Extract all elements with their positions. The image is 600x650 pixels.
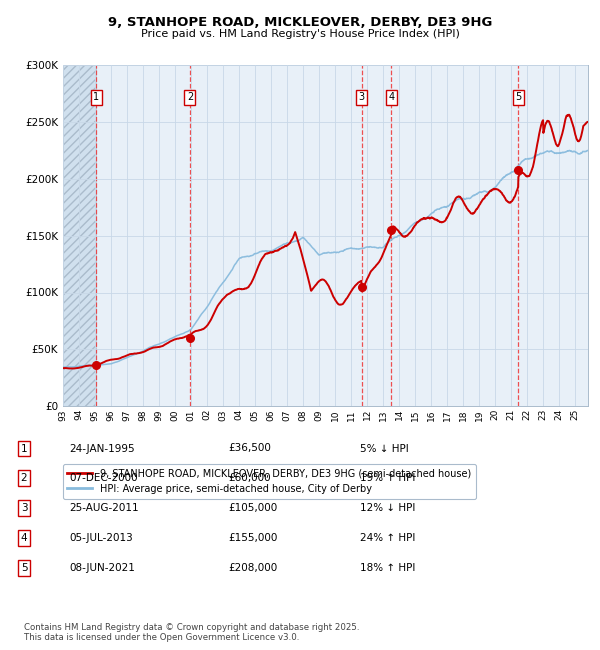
Text: 19% ↑ HPI: 19% ↑ HPI <box>360 473 415 484</box>
Text: Contains HM Land Registry data © Crown copyright and database right 2025.
This d: Contains HM Land Registry data © Crown c… <box>24 623 359 642</box>
Text: 4: 4 <box>20 533 28 543</box>
Text: 9, STANHOPE ROAD, MICKLEOVER, DERBY, DE3 9HG: 9, STANHOPE ROAD, MICKLEOVER, DERBY, DE3… <box>108 16 492 29</box>
Text: 1: 1 <box>20 443 28 454</box>
Text: 2: 2 <box>20 473 28 484</box>
Text: 24% ↑ HPI: 24% ↑ HPI <box>360 533 415 543</box>
Text: 3: 3 <box>358 92 365 103</box>
Text: £155,000: £155,000 <box>228 533 277 543</box>
Text: 25-AUG-2011: 25-AUG-2011 <box>69 503 139 514</box>
Text: 2: 2 <box>187 92 193 103</box>
Text: 05-JUL-2013: 05-JUL-2013 <box>69 533 133 543</box>
Text: 5: 5 <box>20 563 28 573</box>
Text: 5% ↓ HPI: 5% ↓ HPI <box>360 443 409 454</box>
Text: 24-JAN-1995: 24-JAN-1995 <box>69 443 134 454</box>
Text: £60,000: £60,000 <box>228 473 271 484</box>
Text: £105,000: £105,000 <box>228 503 277 514</box>
Legend: 9, STANHOPE ROAD, MICKLEOVER, DERBY, DE3 9HG (semi-detached house), HPI: Average: 9, STANHOPE ROAD, MICKLEOVER, DERBY, DE3… <box>62 464 476 499</box>
Text: 12% ↓ HPI: 12% ↓ HPI <box>360 503 415 514</box>
Bar <box>63 65 96 406</box>
Text: 1: 1 <box>93 92 99 103</box>
Text: 07-DEC-2000: 07-DEC-2000 <box>69 473 137 484</box>
Text: £36,500: £36,500 <box>228 443 271 454</box>
Text: 3: 3 <box>20 503 28 514</box>
Text: Price paid vs. HM Land Registry's House Price Index (HPI): Price paid vs. HM Land Registry's House … <box>140 29 460 39</box>
Text: 5: 5 <box>515 92 521 103</box>
Text: 4: 4 <box>388 92 394 103</box>
Text: 08-JUN-2021: 08-JUN-2021 <box>69 563 135 573</box>
Bar <box>96 65 591 406</box>
Text: £208,000: £208,000 <box>228 563 277 573</box>
Text: 18% ↑ HPI: 18% ↑ HPI <box>360 563 415 573</box>
